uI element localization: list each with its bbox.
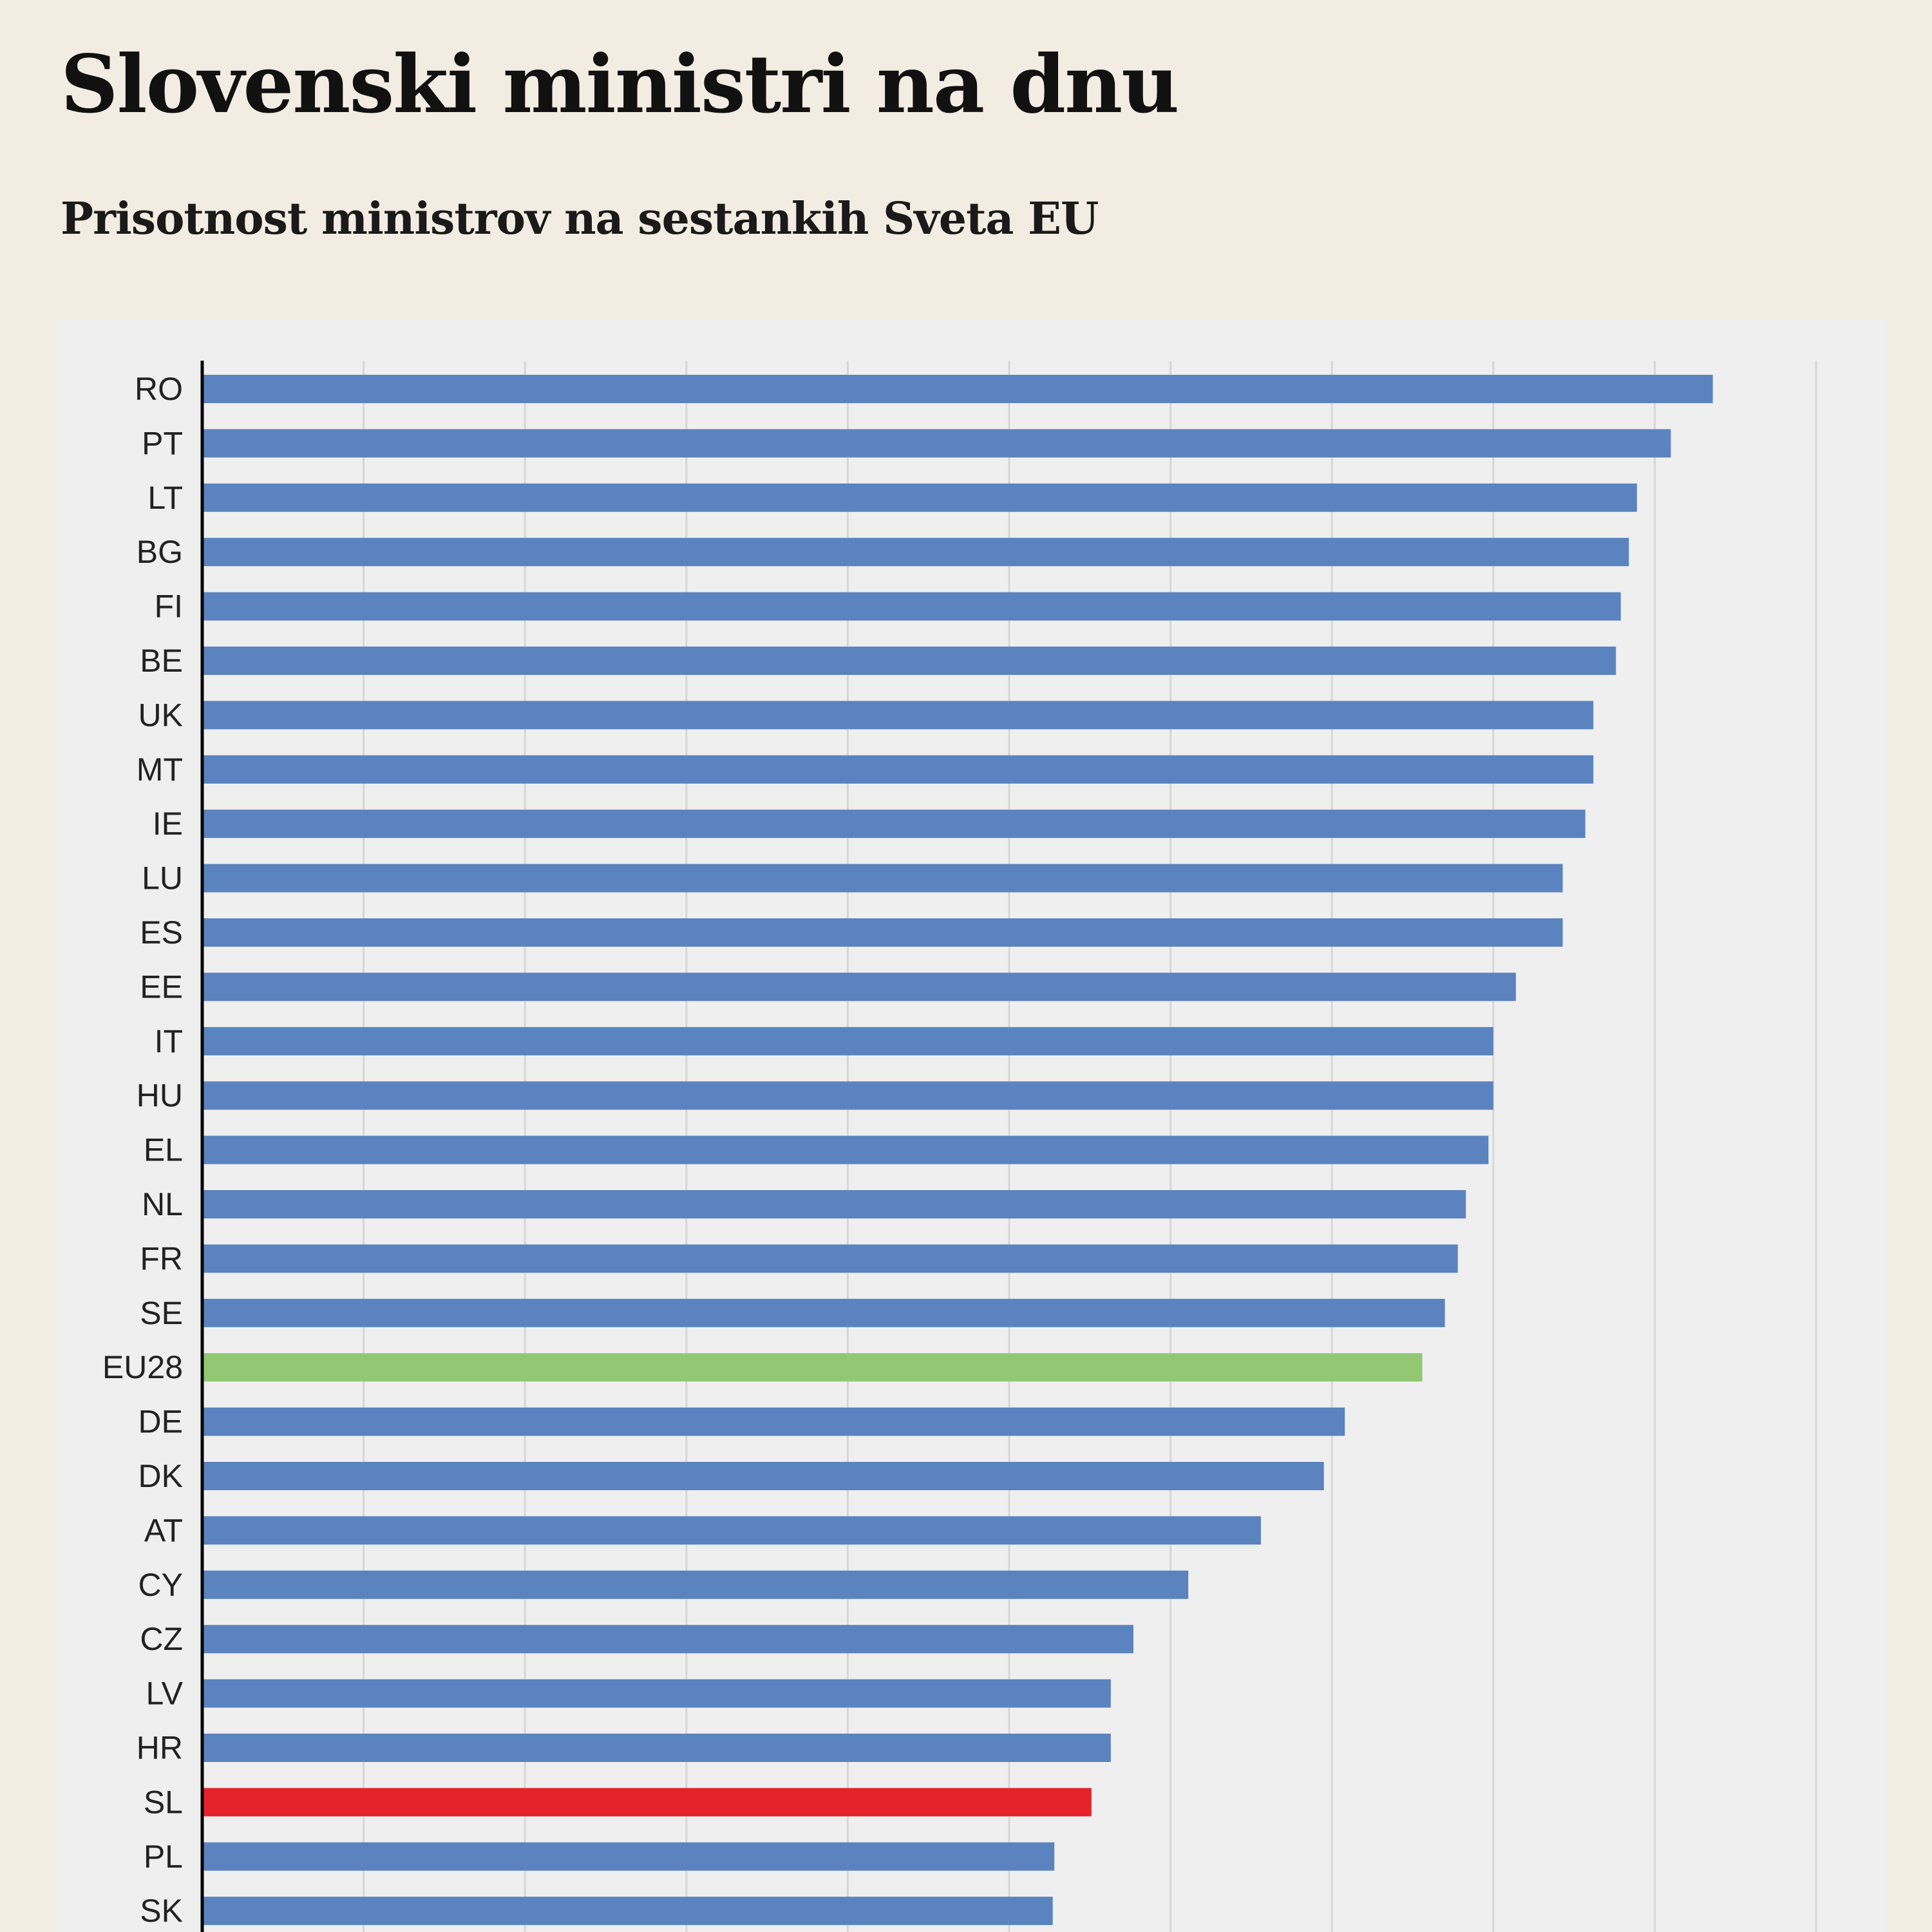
bar-chart: RO PT LT BG FI BE UK MT IE LU ES EE IT HU EL NL FR SE EU28… bbox=[102, 361, 1817, 1932]
bar-uk bbox=[204, 701, 1594, 730]
bar-el bbox=[204, 1135, 1489, 1164]
bar-it bbox=[204, 1027, 1493, 1056]
bar-ee bbox=[204, 972, 1516, 1001]
category-label: RO bbox=[135, 371, 183, 407]
bar-cy bbox=[204, 1570, 1189, 1599]
category-label: EU28 bbox=[102, 1349, 183, 1385]
category-label: PL bbox=[144, 1839, 183, 1875]
bar-eu28 bbox=[204, 1353, 1423, 1382]
bar-mt bbox=[204, 755, 1594, 784]
bar-fi bbox=[204, 592, 1621, 621]
category-label: BG bbox=[137, 534, 183, 570]
bar-sk bbox=[204, 1897, 1053, 1926]
bar-lu bbox=[204, 864, 1563, 893]
bar-es bbox=[204, 918, 1563, 947]
bar-lv bbox=[204, 1679, 1111, 1708]
category-label: BE bbox=[140, 643, 183, 679]
bar-be bbox=[204, 647, 1616, 675]
bar-pt bbox=[204, 429, 1671, 458]
category-label: FI bbox=[155, 589, 183, 625]
category-label: PT bbox=[142, 425, 183, 461]
bar-ro bbox=[204, 375, 1713, 403]
category-label: AT bbox=[144, 1512, 183, 1548]
category-label: UK bbox=[138, 697, 183, 733]
category-label: CZ bbox=[140, 1621, 183, 1657]
bar-bg bbox=[204, 538, 1629, 567]
bar-de bbox=[204, 1407, 1345, 1436]
bar-hu bbox=[204, 1081, 1493, 1110]
bar-at bbox=[204, 1516, 1261, 1545]
bar-fr bbox=[204, 1244, 1458, 1273]
category-label: HU bbox=[137, 1077, 183, 1113]
category-label: HR bbox=[137, 1730, 183, 1766]
bar-pl bbox=[204, 1842, 1055, 1871]
category-label: MT bbox=[137, 752, 183, 788]
category-label: SK bbox=[140, 1893, 183, 1929]
bar-dk bbox=[204, 1462, 1324, 1490]
chart-subtitle: Prisotnost ministrov na sestankih Sveta … bbox=[61, 193, 1099, 245]
category-label: LU bbox=[142, 860, 183, 896]
category-label: SL bbox=[144, 1784, 183, 1820]
category-label: EE bbox=[140, 969, 183, 1005]
category-label: ES bbox=[140, 914, 183, 951]
category-label: DK bbox=[138, 1458, 183, 1494]
category-label: LV bbox=[146, 1676, 184, 1712]
bar-sl bbox=[204, 1788, 1092, 1817]
category-label: IT bbox=[155, 1023, 183, 1059]
category-label: SE bbox=[140, 1295, 183, 1331]
chart-title: Slovenski ministri na dnu bbox=[61, 38, 1179, 131]
bar-se bbox=[204, 1298, 1445, 1327]
bar-cz bbox=[204, 1625, 1133, 1654]
plot-area: RO PT LT BG FI BE UK MT IE LU ES EE IT HU EL NL FR SE EU28… bbox=[55, 319, 1887, 1932]
category-label: EL bbox=[144, 1132, 183, 1168]
category-label: CY bbox=[138, 1567, 183, 1603]
category-label: DE bbox=[138, 1404, 183, 1440]
bar-nl bbox=[204, 1190, 1466, 1218]
bar-lt bbox=[204, 483, 1637, 512]
category-label: FR bbox=[140, 1240, 183, 1276]
category-label: LT bbox=[147, 480, 183, 516]
bar-ie bbox=[204, 810, 1586, 838]
bar-hr bbox=[204, 1734, 1111, 1762]
category-label: NL bbox=[142, 1186, 183, 1222]
category-label: IE bbox=[153, 806, 183, 842]
